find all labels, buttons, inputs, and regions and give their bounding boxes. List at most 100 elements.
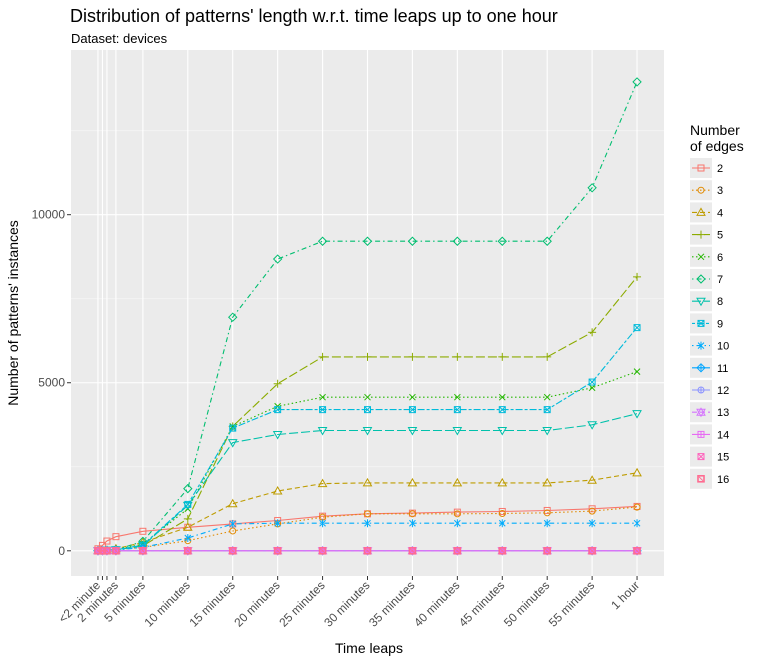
x-tick-label: 15 minutes [186,578,237,629]
x-tick-label: 10 minutes [142,578,193,629]
data-point-10 [498,519,506,528]
legend-label: 8 [717,296,723,308]
y-tick-label: 10000 [32,208,66,222]
data-point-8 [317,426,328,436]
series-line-10 [97,522,637,552]
data-point-16 [112,546,120,555]
legend-label: 4 [717,207,723,219]
data-point-10 [274,519,282,528]
legend-key-marker [696,207,706,216]
data-point-10 [229,519,237,528]
data-point-16 [103,546,111,555]
data-point-7 [632,77,642,87]
data-point-5 [183,514,192,523]
data-point-16 [139,546,147,555]
data-point-8 [362,426,373,436]
legend-key-marker [697,341,705,350]
data-point-2 [103,537,111,545]
data-point-7 [587,183,597,193]
chart-title: Distribution of patterns' length w.r.t. … [70,6,558,26]
data-point-6 [453,393,461,401]
data-point-3 [408,510,416,518]
legend-key-marker [697,430,705,438]
legend-items: 2 3 4 5 6 7 8 9 10 11 12 13 14 15 16 [690,158,729,489]
data-point-2 [588,505,596,513]
legend-key-marker [697,453,705,461]
data-point-10 [364,519,371,528]
data-point-7 [452,236,463,246]
data-point-4 [632,467,642,477]
legend-label: 7 [717,274,723,286]
x-tick-label: 1 hour [608,578,642,612]
data-point-6 [633,368,641,376]
legend-item-2: 2 [690,158,723,178]
data-point-7 [407,236,418,246]
legend-item-8: 8 [690,291,723,312]
data-point-9 [633,324,641,332]
data-point-16 [408,546,417,555]
data-point-5 [363,352,372,361]
legend-label: 2 [717,163,723,175]
x-axis-title: Time leaps [335,640,403,656]
legend-key-marker [697,474,705,483]
data-point-4 [272,485,283,495]
legend-item-11: 11 [690,357,728,378]
data-point-7 [228,312,238,322]
data-point-7 [317,236,328,246]
x-tick-label: 30 minutes [321,578,372,629]
data-point-9 [364,406,371,414]
data-point-10 [543,519,551,528]
data-point-6 [319,393,326,401]
legend-label: 6 [717,252,723,264]
series-line-9 [97,327,638,552]
data-point-9 [184,500,192,508]
data-point-16 [184,546,192,555]
legend-label: 15 [717,452,729,464]
data-point-4 [227,498,238,508]
legend-label: 14 [717,429,729,441]
data-point-7 [362,236,373,246]
legend-item-10: 10 [690,335,729,356]
legend-item-15: 15 [690,446,729,467]
data-point-9 [408,406,416,414]
data-point-4 [542,477,553,487]
data-point-5 [588,328,597,337]
data-point-16 [543,546,551,555]
y-tick-label: 0 [58,544,65,558]
data-point-16 [588,546,596,555]
legend-key-marker [697,253,705,261]
data-point-4 [497,477,508,487]
data-point-9 [543,406,551,414]
data-point-16 [453,546,462,555]
data-point-16 [228,546,237,555]
legend-item-7: 7 [690,269,723,289]
data-point-2 [112,533,120,541]
series-16 [94,546,641,555]
data-point-16 [498,546,507,555]
legend-item-16: 16 [690,468,729,489]
legend-item-13: 13 [690,402,729,423]
data-point-4 [317,478,328,488]
x-tick-label: 25 minutes [276,578,327,629]
data-point-5 [498,352,507,361]
legend-label: 5 [717,230,723,242]
legend-item-9: 9 [690,313,723,334]
data-point-7 [272,254,283,264]
data-point-3 [498,509,506,517]
data-point-10 [409,519,416,528]
data-point-8 [497,426,508,436]
data-point-9 [319,406,327,414]
data-point-3 [543,509,551,517]
data-point-5 [408,352,417,361]
x-tick-label: 20 minutes [231,578,282,629]
data-point-6 [543,393,551,401]
legend-key-marker [697,386,705,394]
x-tick-label: 40 minutes [411,578,462,629]
legend-item-4: 4 [690,202,723,223]
data-point-10 [184,534,192,543]
data-point-9 [498,406,506,414]
y-axis: 0 5000 10000 [32,208,71,558]
legend-label: 12 [717,385,729,397]
legend-label: 9 [717,318,723,330]
x-tick-label: 45 minutes [456,578,507,629]
